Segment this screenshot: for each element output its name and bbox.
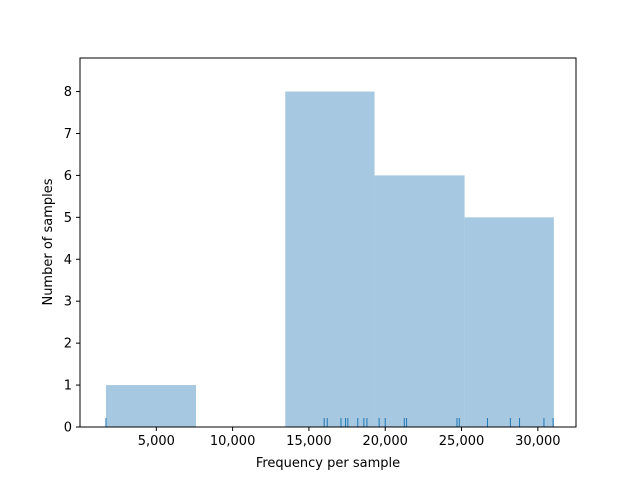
x-tick-label-3: 20,000 <box>362 434 408 449</box>
x-tick-label-5: 30,000 <box>515 434 561 449</box>
y-tick-label-8: 8 <box>64 85 72 100</box>
y-tick-label-6: 6 <box>64 169 72 184</box>
histogram-bar-4 <box>464 217 554 427</box>
x-tick-label-4: 25,000 <box>439 434 485 449</box>
y-tick-label-0: 0 <box>64 421 72 436</box>
y-tick-label-3: 3 <box>64 295 72 310</box>
y-tick-label-2: 2 <box>64 337 72 352</box>
histogram-bar-0 <box>105 385 196 427</box>
y-axis-ticks: 0 1 2 3 4 5 6 7 8 <box>64 85 80 436</box>
x-axis-ticks: 5,000 10,000 15,000 20,000 25,000 30,000 <box>138 427 561 449</box>
x-tick-label-2: 15,000 <box>286 434 332 449</box>
plot-frame <box>79 57 577 428</box>
x-tick-label-1: 10,000 <box>210 434 256 449</box>
y-tick-label-7: 7 <box>64 127 72 142</box>
x-axis-label: Frequency per sample <box>256 456 400 471</box>
histogram-bar-3 <box>374 175 465 427</box>
y-tick-label-5: 5 <box>64 211 72 226</box>
y-axis-label: Number of samples <box>41 178 56 305</box>
x-tick-label-0: 5,000 <box>138 434 175 449</box>
rug-group <box>105 418 554 427</box>
histogram-bar-2 <box>285 91 375 427</box>
bars-group <box>105 91 554 427</box>
y-tick-label-4: 4 <box>64 253 72 268</box>
y-tick-label-1: 1 <box>64 379 72 394</box>
